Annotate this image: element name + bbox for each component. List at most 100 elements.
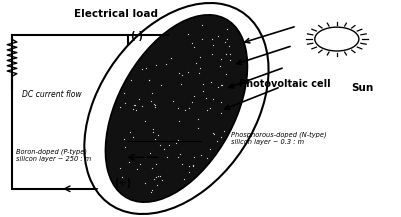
Point [152,103,158,107]
Point [209,97,216,100]
Point [217,64,223,68]
Point [210,43,216,47]
Point [221,130,227,133]
Point [217,112,224,115]
Point [158,84,164,87]
Point [175,138,182,141]
Point [198,153,204,156]
Point [117,105,123,108]
Point [148,190,154,194]
Point [203,96,209,99]
Text: Boron-doped (P-type)
silicon layer ~ 250 : m: Boron-doped (P-type) silicon layer ~ 250… [16,148,91,162]
Point [146,78,152,82]
Text: DC current flow: DC current flow [22,90,82,99]
Bar [12,35,128,189]
Point [184,33,191,36]
Point [155,175,162,178]
Point [204,157,211,160]
Point [164,156,170,159]
Point [150,127,156,130]
Point [215,85,221,89]
Point [178,162,185,166]
Text: Electrical load: Electrical load [74,9,158,19]
Point [168,57,174,60]
Point [176,120,182,123]
Point [223,37,230,41]
Point [122,146,128,149]
Point [130,108,136,111]
Point [175,71,182,75]
Point [218,135,224,139]
Point [142,120,148,123]
Point [136,97,142,100]
Point [209,37,215,41]
Point [223,72,229,76]
Point [191,95,198,98]
Point [207,147,213,151]
Point [227,53,233,56]
Point [142,181,149,184]
Point [223,53,229,56]
Point [157,143,164,146]
Point [149,188,155,192]
Point [133,109,139,112]
Text: Photovoltaic cell: Photovoltaic cell [239,79,330,89]
Point [179,73,185,77]
Point [151,178,157,181]
Point [127,130,133,133]
Point [139,104,145,108]
Point [157,174,164,178]
Point [154,183,160,187]
Point [122,101,128,105]
Point [134,167,140,171]
Point [190,45,197,49]
Point [190,164,196,168]
Point [193,61,199,64]
Point [160,147,167,150]
Point [210,131,217,135]
Point [128,78,134,82]
Point [138,68,145,71]
Point [190,163,196,167]
Point [195,127,201,130]
Point [153,63,160,67]
Point [207,106,213,110]
Point [211,132,217,135]
Point [204,108,211,111]
Point [218,84,225,87]
Text: (+): (+) [114,178,132,188]
Point [119,176,126,179]
Point [227,58,233,62]
Point [150,130,156,134]
Ellipse shape [105,15,247,202]
Point [196,71,202,75]
Point [117,166,123,170]
Point [219,83,225,87]
Point [190,155,197,159]
Point [226,45,233,48]
Point [137,162,143,166]
Point [188,41,195,45]
Point [130,135,136,139]
Point [182,108,188,112]
Point [174,107,181,110]
Point [173,142,179,145]
Point [169,99,176,103]
Text: (-): (-) [130,31,143,41]
Point [194,117,201,121]
Point [152,105,158,109]
Point [153,162,159,165]
Point [200,89,206,93]
Point [215,34,222,38]
Point [209,52,215,56]
Text: Phosphorous-doped (N-type)
silicon layer ~ 0.3 : m: Phosphorous-doped (N-type) silicon layer… [231,131,326,145]
Point [152,138,158,141]
Point [207,81,214,84]
Point [163,62,169,65]
Point [148,99,155,103]
Point [178,83,184,86]
Point [146,79,152,82]
Point [188,100,195,104]
Point [186,165,192,168]
Point [121,91,127,94]
